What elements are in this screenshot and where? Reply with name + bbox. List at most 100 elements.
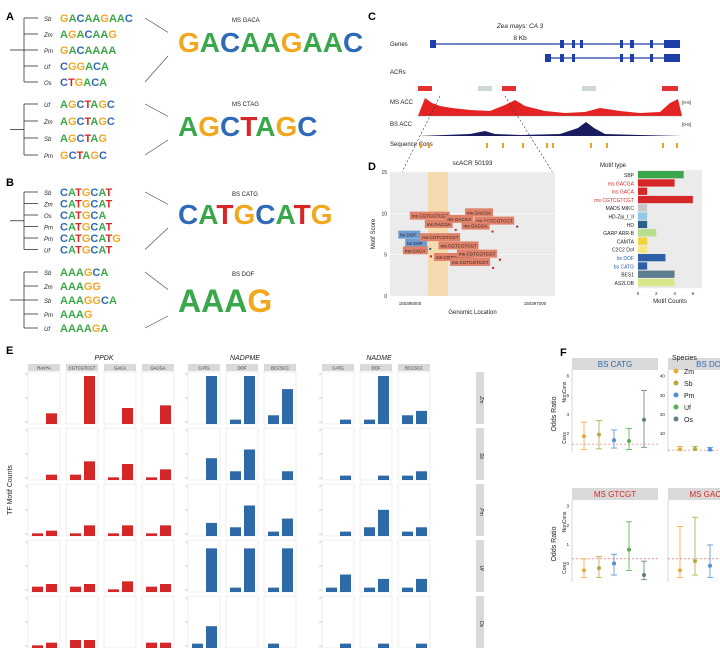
a1-species-motif-logo: GACAAGAAC [60, 13, 133, 25]
motif-type-label: MADS MIKC [606, 206, 635, 212]
count-bar [70, 474, 81, 480]
legend-marker [673, 368, 679, 374]
point-label-box [424, 219, 453, 228]
count-bar [84, 376, 95, 424]
b2-species-label: Sb [44, 271, 52, 277]
count-bar [70, 533, 81, 536]
a2-tree [10, 103, 38, 156]
count-bar [416, 410, 427, 424]
row-species-label: Os [478, 621, 484, 628]
data-point [491, 266, 495, 270]
b2-species-label: Pm [44, 313, 53, 319]
data-point [516, 225, 519, 228]
conserved-element [606, 143, 608, 148]
count-bar [230, 587, 241, 592]
panel-letter-e: E [6, 345, 13, 357]
a2-species-label: Sb [44, 137, 52, 143]
count-bar [32, 533, 43, 536]
point-label: ms CGTCGTCGT [422, 235, 459, 240]
point-label-box [474, 216, 515, 225]
b2-connector-line [144, 315, 169, 329]
motif-type-label: ms CGTCGTCGT [594, 198, 634, 204]
facet-cell [27, 595, 61, 648]
point-label: ms GACA [405, 248, 426, 253]
motif-count-bar [638, 204, 648, 212]
conserved-element [552, 143, 554, 148]
motif-count-bar [638, 179, 675, 187]
legend-marker [673, 392, 679, 398]
motif-type-label: bs CATG [614, 264, 634, 270]
exon [650, 54, 653, 62]
facet-motif-label: CATG [198, 366, 209, 371]
facet-cell [321, 483, 355, 537]
a2-species-motif-logo: AGCTAGC [60, 99, 115, 111]
row-strip [476, 428, 484, 480]
count-bar [84, 584, 95, 592]
motif-type-title: Motif type [600, 163, 627, 169]
scale-label: 8 Kb [513, 35, 527, 42]
exon [620, 54, 623, 62]
acr-block [582, 86, 596, 91]
panel-letter-d: D [368, 161, 376, 173]
group-title: PPDK [94, 355, 113, 362]
a1-connector-line [144, 55, 169, 83]
motif-count-bar [638, 237, 648, 245]
motif-type-label: HD [627, 223, 635, 229]
odds-point [612, 561, 616, 566]
point-label-box [438, 241, 479, 250]
count-bar [84, 461, 95, 480]
facet-strip [264, 364, 296, 371]
conserved-element [676, 143, 678, 148]
odds-point [693, 447, 697, 452]
a1-tree [10, 17, 38, 83]
count-bar [402, 531, 413, 536]
facet-cell [141, 595, 175, 648]
y-tick-label: 15 [381, 170, 387, 176]
count-bar [378, 376, 389, 424]
motif-type-label: ms GACGA [608, 181, 635, 187]
b2-species-label: Uf [44, 327, 51, 333]
count-bar [160, 469, 171, 480]
panel-letter-b: B [6, 177, 14, 189]
point-label-box [465, 208, 493, 217]
data-point [498, 258, 502, 261]
facet-cell [225, 595, 259, 648]
motif-tick-label: 0 [637, 291, 640, 296]
count-bar [192, 643, 203, 648]
count-bar [416, 527, 427, 536]
panel-a: Sb GACAAGAAC Zm AGACAAG Pm GACAAAA Uf CGGACA Os C… [10, 13, 363, 162]
motif-count-label: Motif Counts [653, 299, 687, 305]
count-bar [146, 586, 157, 592]
b1-tree [10, 191, 38, 250]
count-bar [378, 578, 389, 592]
facet-motif-label: CGTCGTCGT [69, 366, 96, 371]
panel-d-motif-plot: scACR 50193 0 5 10 15 150395000 150397000 Genom… [371, 160, 702, 316]
ms-acc-track [418, 98, 682, 116]
a1-consensus-logo: GACAAGAAC [178, 27, 363, 58]
row-species-label: Zm [478, 395, 484, 403]
count-bar [340, 574, 351, 592]
panel-b: Sb CATGCAT Zm CATGCAT Os CATGCA Pm CATGCAT Pm CAT… [10, 187, 333, 335]
row-species-label: Sb [478, 453, 484, 459]
odds-point [582, 434, 586, 439]
motif-count-bar [638, 212, 648, 220]
count-bar [416, 471, 427, 480]
y-tick-label: 0 [384, 294, 387, 300]
a1-species-motif-logo: GACAAAA [60, 45, 116, 57]
motif-count-bar [638, 171, 684, 179]
point-label-box [402, 246, 428, 255]
motif-count-bar [638, 187, 648, 195]
motif-type-label: CAMTA [617, 239, 635, 245]
count-bar [46, 474, 57, 480]
e-y-axis-label: TF Motif Counts [7, 465, 14, 515]
count-bar [122, 581, 133, 592]
legend-title: Species [672, 355, 697, 362]
motif-type-label: GARP ARR-B [603, 231, 634, 237]
count-bar [340, 419, 351, 424]
odds-point [708, 447, 712, 452]
motif-count-bar [638, 270, 675, 278]
count-bar [108, 533, 119, 536]
count-bar [32, 586, 43, 592]
count-bar [206, 458, 217, 480]
